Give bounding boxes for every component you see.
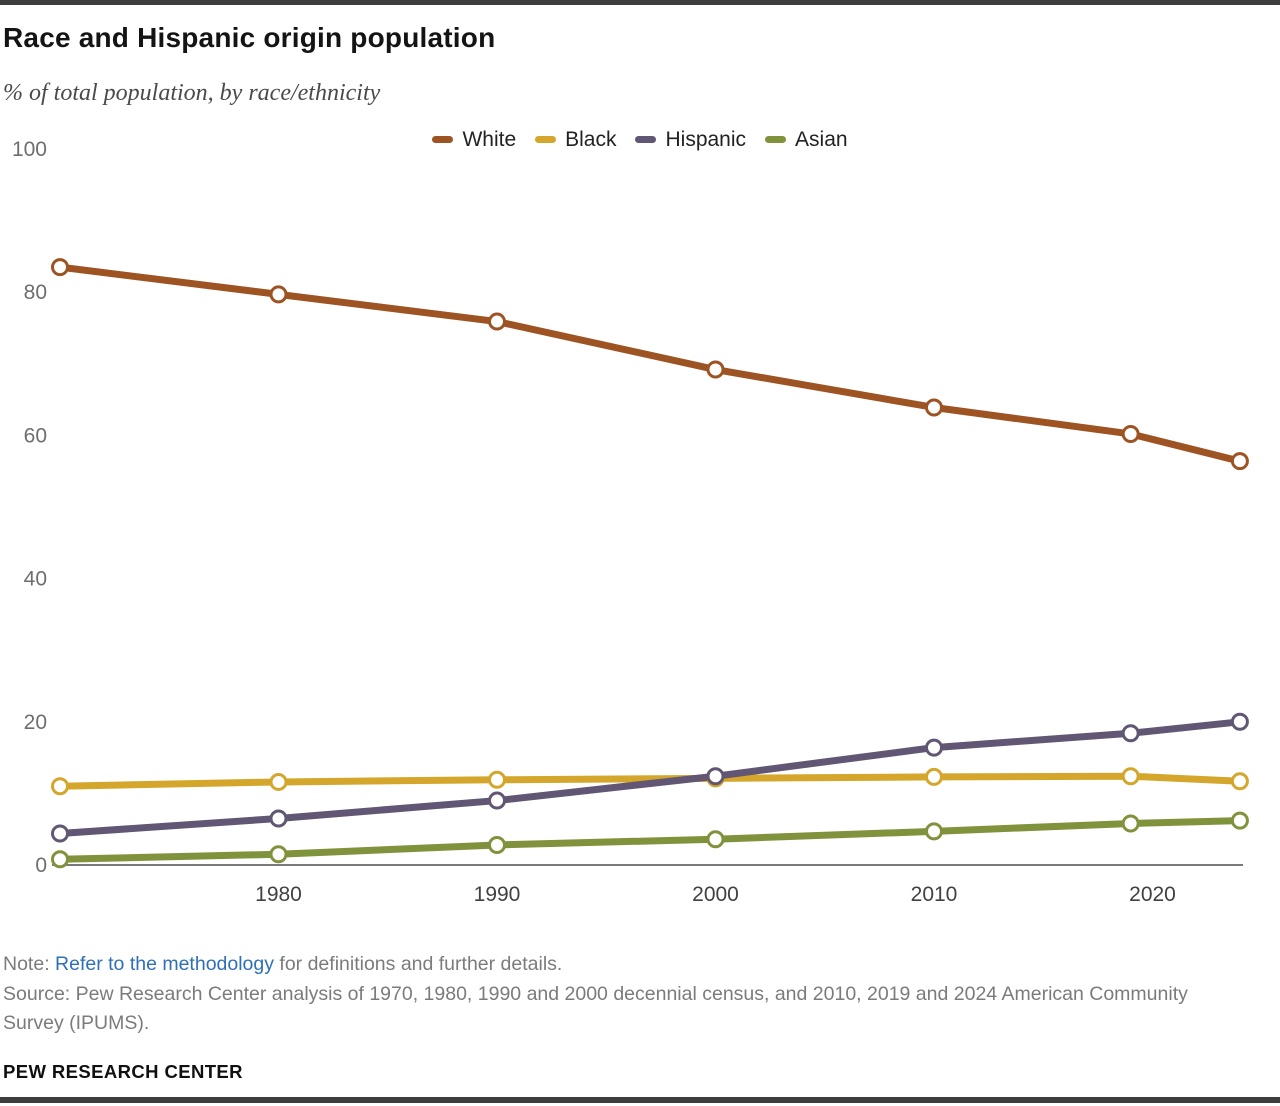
x-tick-label: 2000	[692, 883, 739, 906]
note-suffix: for definitions and further details.	[274, 953, 563, 975]
brand-name: PEW RESEARCH CENTER	[3, 1061, 243, 1082]
chart-svg: 0 20 40 60 80 100 1980 1990 2000 2010 2020	[12, 138, 1249, 906]
legend-swatch-white	[432, 136, 454, 143]
x-tick-label: 2020	[1129, 883, 1176, 906]
data-point-white-2024	[1230, 452, 1249, 471]
data-point-white-2010	[925, 398, 943, 417]
data-point-black-1980	[269, 772, 288, 791]
page-title: Race and Hispanic origin population	[3, 22, 496, 53]
y-tick-label: 80	[24, 281, 47, 304]
data-point-hispanic-2000	[706, 767, 725, 786]
data-point-asian-2019	[1121, 814, 1140, 833]
series-line-asian	[59, 817, 1240, 863]
x-tick-label: 1980	[255, 883, 302, 906]
y-tick-label: 20	[24, 711, 47, 734]
data-point-black-2024	[1230, 772, 1249, 791]
source-line: Source: Pew Research Center analysis of …	[3, 982, 1188, 1035]
data-point-white-1970	[51, 258, 69, 277]
data-point-asian-1970	[51, 850, 69, 869]
data-point-hispanic-1970	[51, 824, 69, 843]
series-line-white	[59, 263, 1241, 465]
data-point-white-2019	[1121, 424, 1140, 443]
x-tick-label: 1990	[474, 883, 521, 906]
methodology-link[interactable]: Refer to the methodology	[55, 953, 274, 975]
legend-label: White	[462, 128, 517, 151]
data-point-hispanic-2024	[1230, 712, 1249, 731]
data-point-white-1980	[269, 285, 288, 304]
chart-footer: Note: Refer to the methodology for defin…	[3, 950, 1243, 1039]
legend-item-black: Black	[535, 129, 616, 150]
y-tick-label: 0	[35, 854, 47, 877]
note-prefix: Note:	[3, 953, 56, 975]
data-point-black-2019	[1121, 767, 1140, 786]
data-point-hispanic-2019	[1121, 724, 1140, 743]
data-point-black-2010	[925, 767, 943, 786]
legend-label: Black	[565, 128, 617, 151]
data-point-hispanic-1980	[269, 809, 288, 828]
data-point-asian-1990	[488, 835, 506, 854]
note-line: Note: Refer to the methodology for defin…	[3, 950, 1243, 980]
legend-label: Asian	[795, 128, 848, 151]
y-tick-label: 40	[24, 568, 47, 591]
legend-label: Hispanic	[665, 128, 747, 151]
legend-swatch-black	[535, 136, 557, 143]
data-point-asian-2024	[1230, 811, 1249, 830]
data-point-black-1990	[488, 770, 506, 789]
y-tick-label: 60	[24, 424, 47, 447]
legend-swatch-asian	[765, 136, 787, 143]
legend: White Black Hispanic Asian	[0, 129, 1280, 150]
data-point-black-1970	[51, 777, 69, 796]
data-point-asian-2000	[706, 830, 725, 849]
data-point-asian-1980	[269, 845, 288, 864]
bottom-border-bar	[0, 1097, 1280, 1103]
legend-swatch-hispanic	[635, 136, 657, 143]
legend-item-hispanic: Hispanic	[635, 129, 746, 150]
y-tick-label: 100	[12, 138, 47, 161]
data-point-hispanic-1990	[488, 791, 506, 810]
data-point-white-1990	[488, 312, 506, 331]
legend-item-asian: Asian	[765, 129, 848, 150]
top-border-bar	[0, 0, 1280, 5]
data-point-asian-2010	[925, 822, 943, 841]
data-point-white-2000	[706, 360, 725, 379]
chart-subtitle: % of total population, by race/ethnicity	[3, 80, 381, 106]
x-tick-label: 2010	[911, 883, 958, 906]
data-point-hispanic-2010	[925, 738, 943, 757]
legend-item-white: White	[432, 129, 516, 150]
